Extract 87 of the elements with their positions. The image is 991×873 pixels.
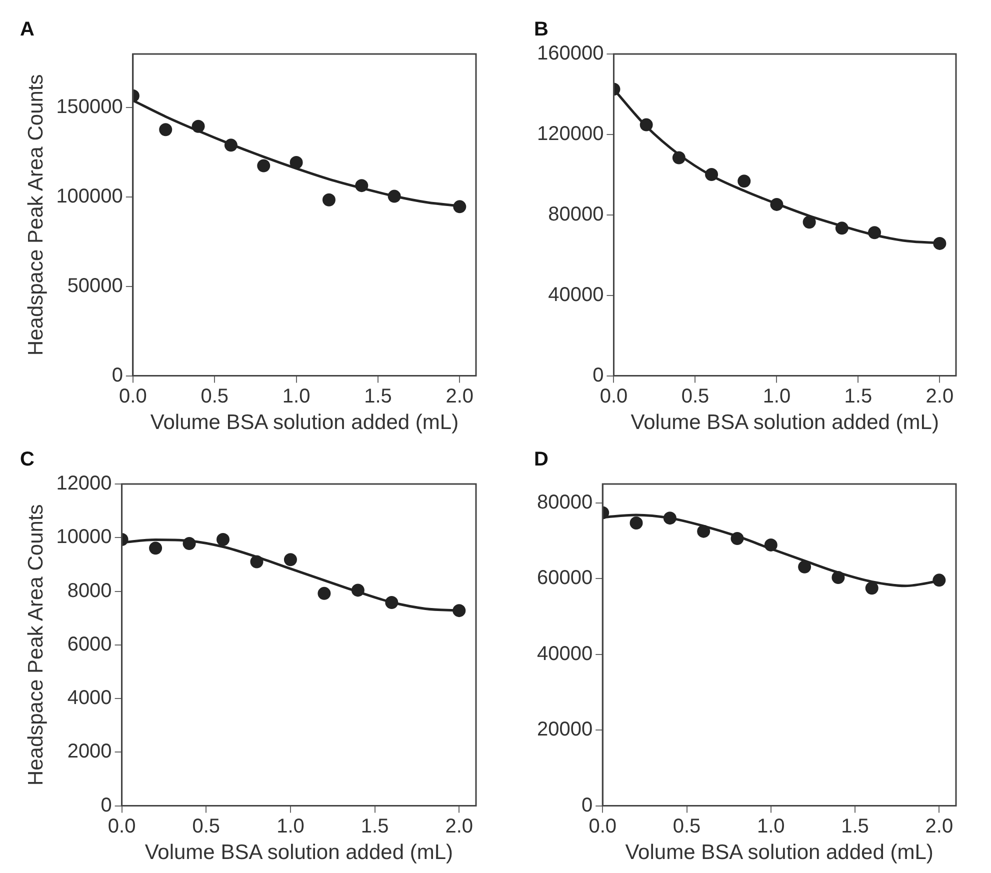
- point: [764, 538, 778, 552]
- point: [453, 200, 466, 214]
- point: [385, 596, 398, 610]
- x-tick-label: 1.5: [364, 385, 392, 408]
- point: [672, 151, 686, 164]
- point: [149, 542, 162, 555]
- x-tick-label: 1.0: [276, 815, 304, 838]
- point: [322, 193, 336, 206]
- point: [351, 584, 364, 597]
- x-tick-label: 0.0: [119, 385, 147, 408]
- y-tick-label: 0: [592, 364, 604, 386]
- x-tick-label: 0.0: [108, 815, 136, 838]
- x-tick-label: 1.0: [762, 385, 791, 408]
- point: [705, 168, 718, 181]
- y-tick-label: 40000: [548, 284, 604, 306]
- chart-title: A: [20, 18, 34, 41]
- point: [865, 582, 878, 595]
- point: [738, 174, 751, 188]
- x-tick-label: 0.0: [588, 815, 617, 838]
- point: [216, 533, 230, 546]
- y-tick-label: 8000: [67, 580, 112, 602]
- x-tick-label: 0.5: [192, 815, 220, 838]
- y-tick-label: 80000: [548, 203, 604, 226]
- point: [182, 537, 196, 550]
- x-tick-label: 2.0: [925, 815, 954, 838]
- y-tick-label: 12000: [56, 472, 112, 495]
- y-tick-label: 6000: [67, 633, 112, 656]
- chart-title: D: [534, 448, 548, 471]
- point: [798, 560, 812, 574]
- x-tick-label: 1.0: [756, 815, 785, 838]
- x-tick-label: 1.5: [844, 385, 872, 408]
- x-tick-label: 2.0: [446, 385, 474, 408]
- y-tick-label: 4000: [67, 687, 112, 710]
- y-tick-label: 0: [100, 794, 112, 816]
- point: [630, 516, 643, 530]
- point: [224, 138, 238, 152]
- point: [730, 532, 744, 546]
- point: [159, 123, 172, 136]
- point: [284, 553, 297, 566]
- x-tick-label: 0.5: [200, 385, 229, 408]
- x-axis-title: Volume BSA solution added (mL): [625, 841, 934, 864]
- x-tick-label: 0.5: [672, 815, 701, 838]
- y-tick-label: 100000: [56, 186, 123, 208]
- y-tick-label: 160000: [536, 42, 604, 65]
- point: [640, 118, 653, 132]
- x-tick-label: 2.0: [926, 385, 954, 408]
- y-tick-label: 0: [581, 794, 593, 816]
- point: [257, 159, 270, 172]
- y-tick-label: 80000: [536, 491, 593, 514]
- point: [802, 216, 816, 229]
- y-tick-label: 120000: [536, 122, 604, 145]
- y-tick-label: 0: [112, 364, 123, 386]
- x-tick-label: 0.0: [600, 385, 628, 408]
- x-tick-label: 0.5: [681, 385, 710, 408]
- y-tick-label: 10000: [56, 526, 112, 548]
- point: [697, 524, 710, 538]
- point: [250, 555, 264, 568]
- x-axis-title: Volume BSA solution added (mL): [630, 411, 939, 434]
- point: [452, 604, 466, 618]
- x-axis-title: Volume BSA solution added (mL): [144, 841, 453, 864]
- point: [192, 120, 205, 133]
- y-tick-label: 150000: [56, 96, 123, 118]
- point: [770, 198, 784, 211]
- y-axis-title: Headspace Peak Area Counts: [24, 504, 48, 786]
- point: [290, 156, 303, 170]
- x-tick-label: 1.5: [841, 815, 869, 838]
- point: [663, 512, 676, 525]
- y-tick-label: 50000: [67, 274, 123, 297]
- chart-title: B: [534, 18, 548, 41]
- x-tick-label: 1.0: [282, 385, 310, 408]
- point: [318, 586, 331, 600]
- point: [835, 222, 848, 235]
- y-axis-title: Headspace Peak Area Counts: [24, 74, 48, 356]
- chart-title: C: [20, 448, 34, 471]
- point: [868, 226, 882, 240]
- x-tick-label: 1.5: [360, 815, 389, 838]
- point: [832, 571, 845, 584]
- y-tick-label: 60000: [536, 567, 593, 590]
- y-tick-label: 2000: [67, 740, 112, 763]
- point: [355, 179, 368, 192]
- y-tick-label: 20000: [536, 718, 593, 741]
- x-axis-title: Volume BSA solution added (mL): [150, 411, 459, 434]
- x-tick-label: 2.0: [445, 815, 474, 838]
- point: [932, 574, 946, 587]
- point: [933, 236, 946, 250]
- y-tick-label: 40000: [536, 642, 593, 665]
- point: [388, 190, 401, 203]
